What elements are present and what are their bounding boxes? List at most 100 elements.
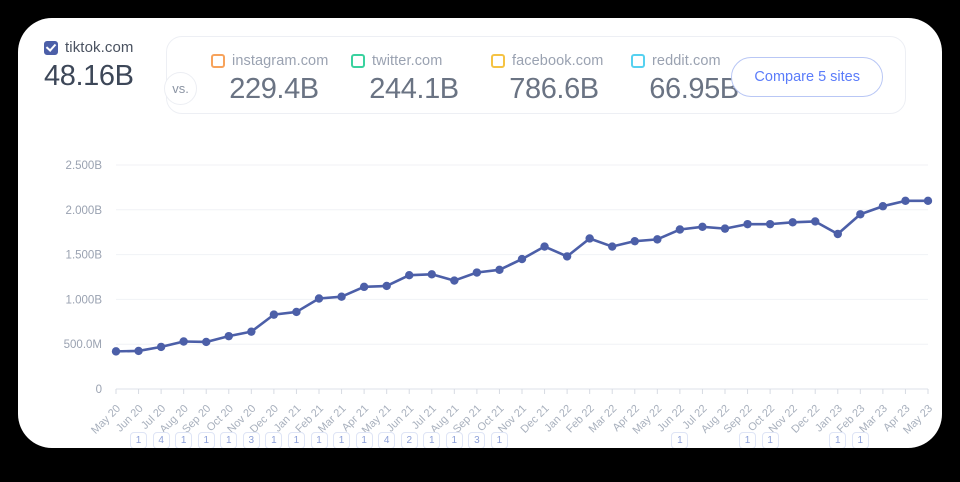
other-sites-panel: instagram.com 229.4B twitter.com 244.1B bbox=[166, 36, 906, 114]
site-twitter-name: twitter.com bbox=[372, 53, 443, 69]
chart-data-point[interactable] bbox=[314, 294, 324, 303]
chart-data-point[interactable] bbox=[427, 270, 436, 279]
chart-data-point[interactable] bbox=[698, 222, 707, 232]
checkbox-checked-icon[interactable] bbox=[44, 40, 58, 55]
event-badge[interactable]: 1 bbox=[220, 432, 238, 448]
chart-data-point[interactable] bbox=[811, 217, 820, 226]
event-badge[interactable]: 3 bbox=[468, 432, 486, 448]
chart-data-point[interactable] bbox=[585, 234, 594, 243]
chart-data-point[interactable] bbox=[472, 268, 482, 277]
event-badge[interactable]: 1 bbox=[445, 432, 463, 448]
event-badge[interactable]: 2 bbox=[400, 432, 418, 448]
primary-site-check-row[interactable]: tiktok.com bbox=[44, 39, 184, 56]
chart-data-point[interactable] bbox=[179, 337, 188, 346]
site-reddit-name: reddit.com bbox=[652, 53, 721, 69]
event-badge[interactable]: 1 bbox=[739, 432, 757, 448]
chart-data-point[interactable] bbox=[540, 242, 549, 251]
event-badge[interactable]: 1 bbox=[851, 432, 869, 448]
site-instagram[interactable]: instagram.com 229.4B bbox=[211, 53, 351, 106]
event-badge[interactable]: 1 bbox=[333, 432, 351, 448]
chart-data-point[interactable] bbox=[495, 265, 504, 275]
other-sites-list: instagram.com 229.4B twitter.com 244.1B bbox=[211, 53, 771, 106]
y-axis-tick-label: 2.500B bbox=[66, 160, 103, 172]
event-badge[interactable]: 1 bbox=[130, 432, 148, 448]
event-badge[interactable]: 1 bbox=[310, 432, 328, 448]
primary-site-name: tiktok.com bbox=[65, 39, 134, 56]
event-badge[interactable]: 1 bbox=[761, 432, 779, 448]
site-reddit[interactable]: reddit.com 66.95B bbox=[631, 53, 771, 106]
chart-data-point[interactable] bbox=[562, 252, 572, 261]
site-facebook[interactable]: facebook.com 786.6B bbox=[491, 53, 631, 106]
site-facebook-name: facebook.com bbox=[512, 53, 604, 69]
site-twitter-value: 244.1B bbox=[369, 73, 459, 105]
chart-data-point[interactable] bbox=[878, 202, 888, 211]
chart-data-point[interactable] bbox=[202, 337, 211, 347]
chart-data-point[interactable] bbox=[923, 196, 933, 206]
chart-data-point[interactable] bbox=[901, 196, 910, 206]
chart-data-point[interactable] bbox=[630, 236, 639, 246]
check-tick-icon bbox=[45, 40, 57, 52]
event-badge[interactable]: 4 bbox=[152, 432, 170, 448]
primary-site-value: 48.16B bbox=[44, 60, 134, 92]
chart-data-point[interactable] bbox=[517, 254, 527, 264]
chart-data-point[interactable] bbox=[608, 242, 617, 251]
y-axis-tick-label: 1.000B bbox=[66, 294, 103, 306]
chart-data-point[interactable] bbox=[405, 271, 414, 280]
checkbox-unchecked-icon[interactable] bbox=[491, 54, 505, 68]
checkbox-unchecked-icon[interactable] bbox=[351, 54, 365, 68]
chart-y-axis-labels: 0 500.0M 1.000B 1.500B 2.000B 2.500B bbox=[64, 160, 103, 396]
comparison-card: tiktok.com 48.16B instagram.com 229.4B bbox=[18, 18, 942, 448]
compare-sites-button[interactable]: Compare 5 sites bbox=[731, 57, 883, 97]
site-twitter[interactable]: twitter.com 244.1B bbox=[351, 53, 491, 106]
event-badge[interactable]: 1 bbox=[423, 432, 441, 448]
chart-data-point[interactable] bbox=[675, 225, 685, 234]
chart-data-point[interactable] bbox=[720, 224, 730, 233]
event-badge[interactable]: 3 bbox=[242, 432, 260, 448]
site-facebook-check-row[interactable]: facebook.com bbox=[491, 53, 631, 69]
checkbox-unchecked-icon[interactable] bbox=[631, 54, 645, 68]
site-facebook-value: 786.6B bbox=[509, 73, 599, 105]
chart-data-point[interactable] bbox=[156, 342, 166, 352]
chart-data-point[interactable] bbox=[134, 346, 143, 356]
chart-data-point[interactable] bbox=[292, 307, 301, 317]
chart-data-point[interactable] bbox=[224, 331, 233, 341]
chart-data-point[interactable] bbox=[111, 347, 121, 356]
site-reddit-check-row[interactable]: reddit.com bbox=[631, 53, 771, 69]
chart-data-point[interactable] bbox=[450, 276, 459, 285]
chart-data-point[interactable] bbox=[765, 219, 775, 229]
chart-data-point[interactable] bbox=[359, 282, 369, 292]
chart-data-points[interactable] bbox=[111, 196, 933, 356]
chart-data-point[interactable] bbox=[856, 210, 865, 219]
chart-x-axis-ticks bbox=[115, 389, 929, 394]
site-instagram-name: instagram.com bbox=[232, 53, 329, 69]
y-axis-tick-label: 1.500B bbox=[66, 250, 103, 262]
event-badge[interactable]: 1 bbox=[287, 432, 305, 448]
chart-data-point[interactable] bbox=[269, 310, 279, 319]
chart-data-point[interactable] bbox=[382, 281, 391, 291]
chart-data-point[interactable] bbox=[743, 219, 752, 229]
event-badge[interactable]: 1 bbox=[197, 432, 215, 448]
primary-site-tiktok[interactable]: tiktok.com 48.16B bbox=[44, 39, 184, 93]
checkbox-unchecked-icon[interactable] bbox=[211, 54, 225, 68]
event-badge[interactable]: 1 bbox=[829, 432, 847, 448]
vs-badge: vs. bbox=[164, 72, 197, 105]
chart-data-point[interactable] bbox=[833, 229, 842, 239]
site-instagram-check-row[interactable]: instagram.com bbox=[211, 53, 351, 69]
site-reddit-value: 66.95B bbox=[649, 73, 739, 105]
event-badge[interactable]: 1 bbox=[265, 432, 283, 448]
y-axis-tick-label: 2.000B bbox=[66, 205, 103, 217]
chart-data-point[interactable] bbox=[653, 235, 662, 244]
event-badge[interactable]: 1 bbox=[490, 432, 508, 448]
y-axis-tick-label: 0 bbox=[96, 384, 102, 396]
event-badge[interactable]: 4 bbox=[378, 432, 396, 448]
event-badge[interactable]: 1 bbox=[355, 432, 373, 448]
chart-data-point[interactable] bbox=[247, 327, 256, 336]
chart-data-point[interactable] bbox=[788, 218, 797, 227]
site-twitter-check-row[interactable]: twitter.com bbox=[351, 53, 491, 69]
chart-data-point[interactable] bbox=[337, 292, 346, 301]
event-badge[interactable]: 1 bbox=[175, 432, 193, 448]
event-badge[interactable]: 1 bbox=[671, 432, 689, 448]
